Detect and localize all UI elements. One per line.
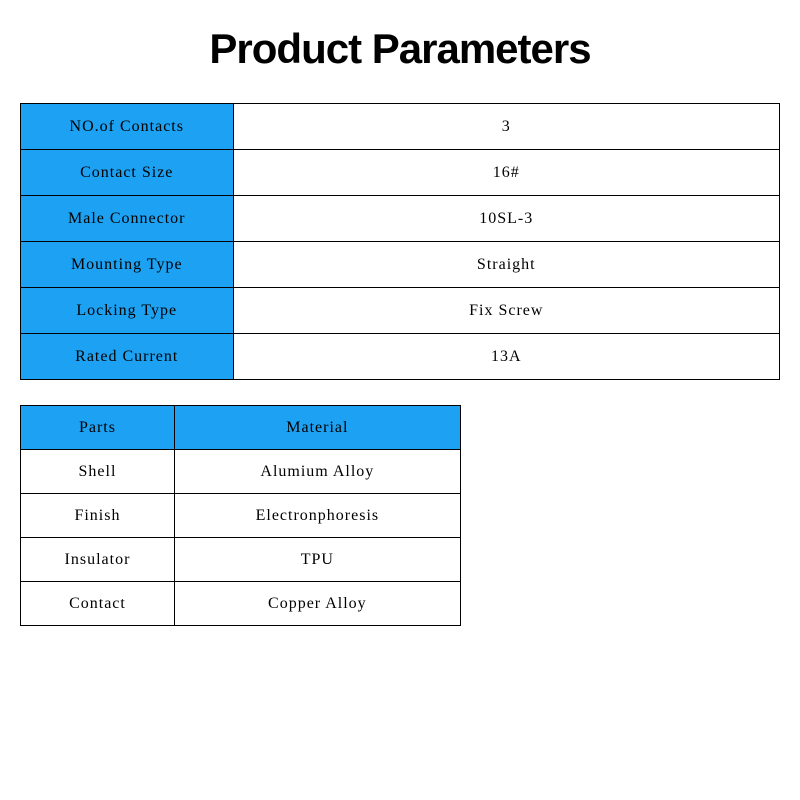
spec-value: 3 [233,104,779,150]
spec-label: Rated Current [21,334,234,380]
table-row: Finish Electronphoresis [21,494,461,538]
page-title: Product Parameters [20,25,780,73]
table-row: Insulator TPU [21,538,461,582]
table-row: Contact Copper Alloy [21,582,461,626]
spec-value: 10SL-3 [233,196,779,242]
spec-value: Straight [233,242,779,288]
material-value: Alumium Alloy [174,450,460,494]
material-header-parts: Parts [21,406,175,450]
spec-label: Contact Size [21,150,234,196]
material-part: Shell [21,450,175,494]
material-part: Insulator [21,538,175,582]
table-header-row: Parts Material [21,406,461,450]
materials-table: Parts Material Shell Alumium Alloy Finis… [20,405,461,626]
spec-value: Fix Screw [233,288,779,334]
spec-label: Locking Type [21,288,234,334]
table-row: Locking Type Fix Screw [21,288,780,334]
table-row: Shell Alumium Alloy [21,450,461,494]
table-row: Mounting Type Straight [21,242,780,288]
spec-value: 13A [233,334,779,380]
table-row: NO.of Contacts 3 [21,104,780,150]
specs-table: NO.of Contacts 3 Contact Size 16# Male C… [20,103,780,380]
material-value: TPU [174,538,460,582]
table-row: Contact Size 16# [21,150,780,196]
material-value: Copper Alloy [174,582,460,626]
material-value: Electronphoresis [174,494,460,538]
spec-label: NO.of Contacts [21,104,234,150]
material-part: Contact [21,582,175,626]
table-row: Rated Current 13A [21,334,780,380]
spec-label: Male Connector [21,196,234,242]
material-header-material: Material [174,406,460,450]
material-part: Finish [21,494,175,538]
spec-label: Mounting Type [21,242,234,288]
spec-value: 16# [233,150,779,196]
table-row: Male Connector 10SL-3 [21,196,780,242]
